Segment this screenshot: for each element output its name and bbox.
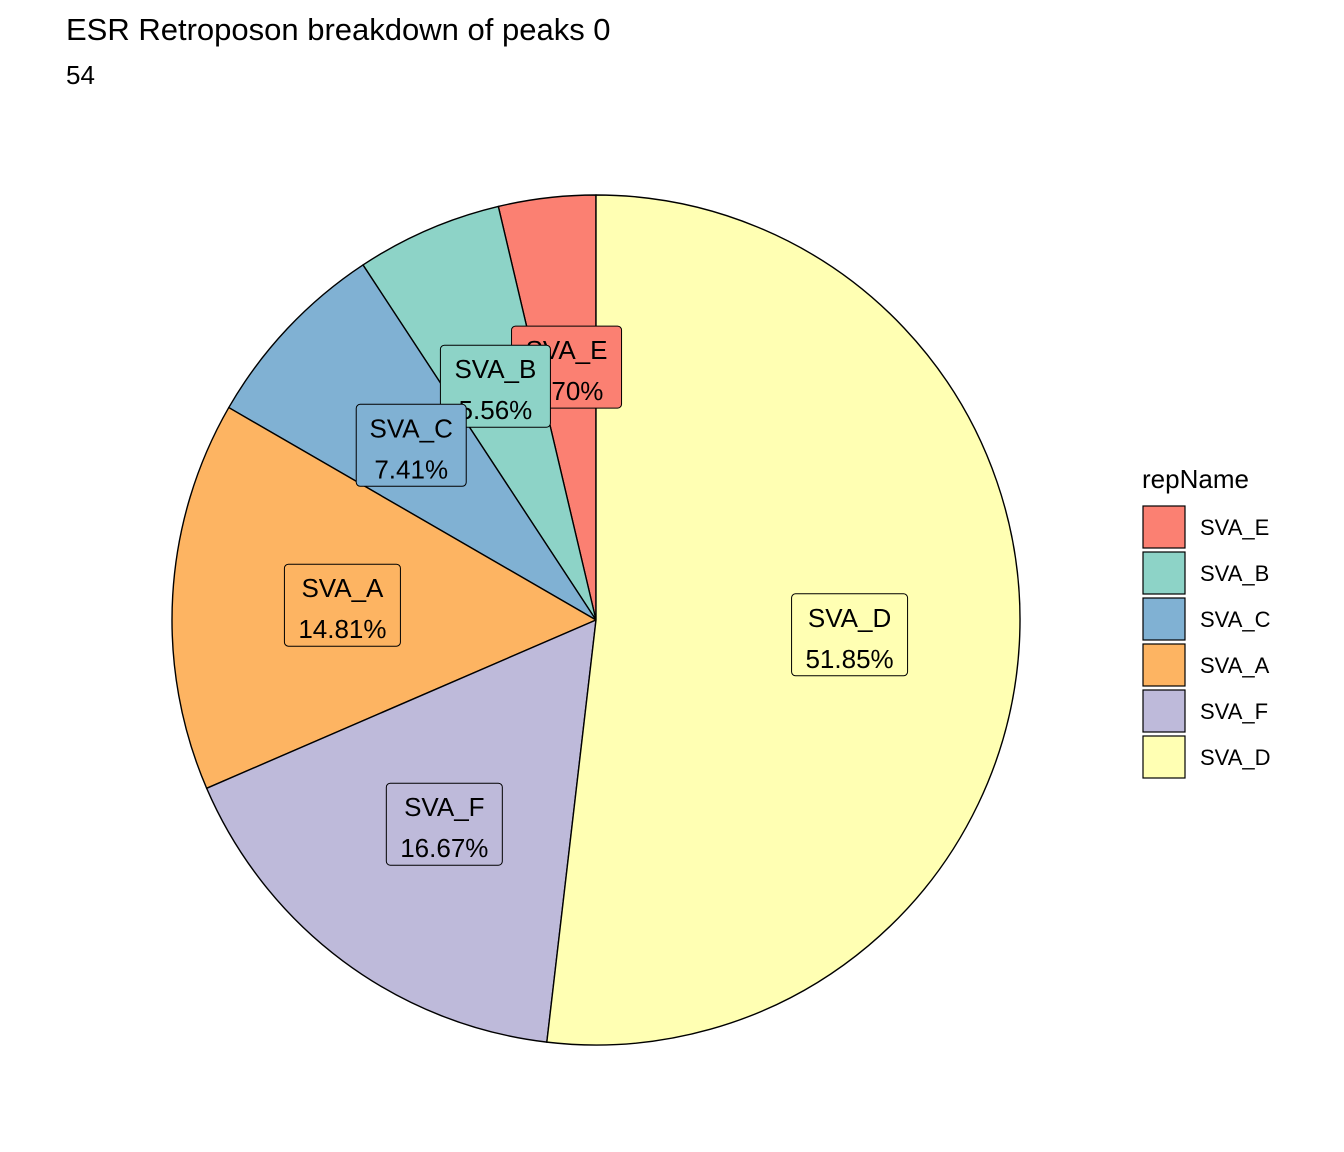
legend-label-sva-b: SVA_B — [1200, 561, 1269, 586]
chart-title: ESR Retroposon breakdown of peaks 0 — [66, 12, 611, 47]
slice-label-box — [385, 782, 503, 866]
legend-key-sva-f — [1142, 689, 1186, 733]
legend-label-sva-d: SVA_D — [1200, 745, 1271, 770]
chart-subtitle: 54 — [66, 60, 95, 90]
slice-label-name: SVA_D — [808, 603, 891, 633]
slice-label-box — [355, 403, 467, 487]
legend: repName SVA_E SVA_B SVA_C SVA_A SVA_F SVA_D — [1142, 464, 1271, 779]
slice-label-percent: 5.56% — [459, 395, 533, 425]
slice-label-name: SVA_F — [404, 792, 484, 822]
slice-label-percent: 7.41% — [374, 454, 448, 484]
slice-label-name: SVA_B — [454, 354, 536, 384]
slice-label-sva-c: SVA_C 7.41% — [355, 403, 467, 487]
legend-label-sva-a: SVA_A — [1200, 653, 1270, 678]
slice-label-box — [283, 563, 401, 647]
legend-items: SVA_E SVA_B SVA_C SVA_A SVA_F SVA_D — [1142, 505, 1271, 779]
slice-label-name: SVA_C — [370, 413, 453, 443]
legend-label-sva-c: SVA_C — [1200, 607, 1271, 632]
legend-label-sva-e: SVA_E — [1200, 515, 1269, 540]
legend-key-sva-a — [1142, 643, 1186, 687]
legend-key-sva-d — [1142, 735, 1186, 779]
legend-label-sva-f: SVA_F — [1200, 699, 1268, 724]
legend-key-sva-e — [1142, 505, 1186, 549]
slice-label-box — [439, 344, 551, 428]
slice-label-box — [791, 593, 909, 677]
slice-label-percent: 16.67% — [400, 833, 488, 863]
slice-label-sva-f: SVA_F 16.67% — [385, 782, 503, 866]
legend-title: repName — [1142, 464, 1249, 494]
pie-slice-sva-d — [546, 194, 1021, 1046]
slice-labels: SVA_E3.70%SVA_B5.56%SVA_C7.41%SVA_A14.81… — [283, 325, 909, 866]
slice-label-percent: 14.81% — [298, 614, 386, 644]
slice-label-sva-b: SVA_B 5.56% — [439, 344, 551, 428]
slice-label-percent: 51.85% — [805, 644, 893, 674]
slice-label-name: SVA_A — [301, 573, 384, 603]
slice-label-sva-d: SVA_D 51.85% — [791, 593, 909, 677]
slice-label-sva-a: SVA_A 14.81% — [283, 563, 401, 647]
legend-key-sva-b — [1142, 551, 1186, 595]
legend-key-sva-c — [1142, 597, 1186, 641]
